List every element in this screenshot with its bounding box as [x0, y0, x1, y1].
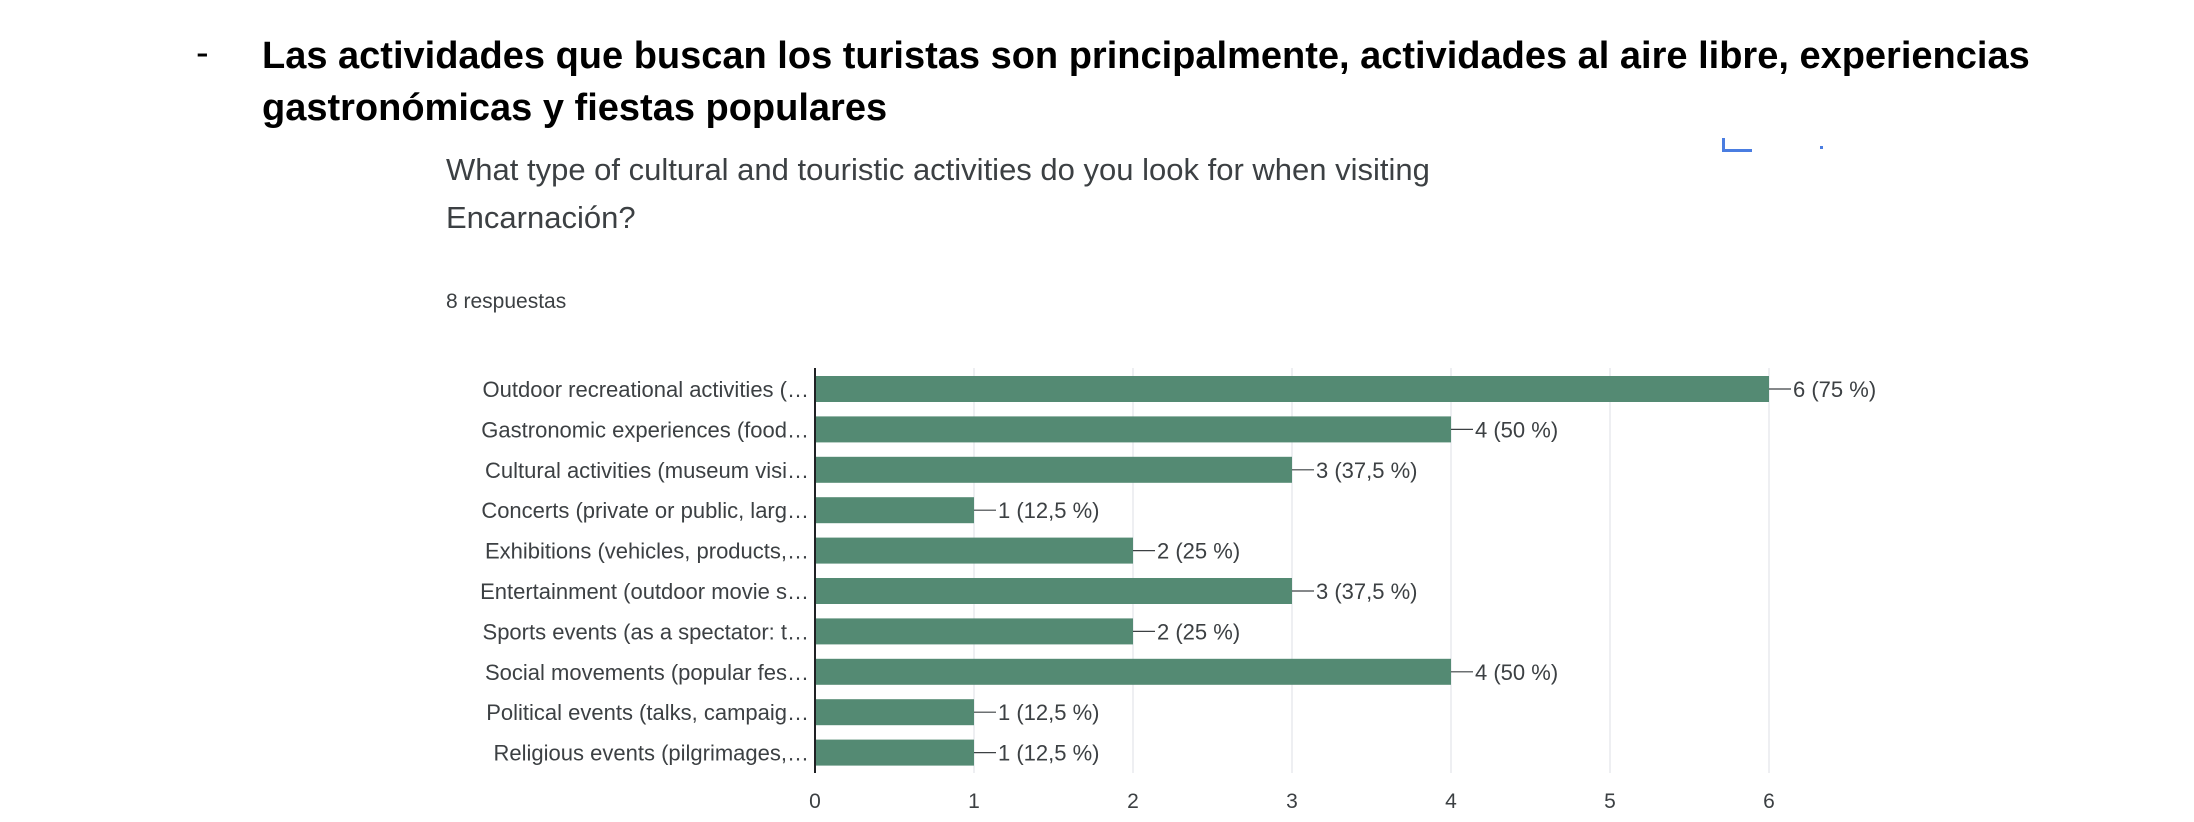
data-label: 2 (25 %) — [1157, 539, 1240, 564]
category-label: Cultural activities (museum visi… — [485, 458, 809, 483]
category-label: Entertainment (outdoor movie s… — [480, 579, 809, 604]
x-tick-label: 0 — [809, 790, 821, 813]
category-label: Outdoor recreational activities (… — [483, 377, 809, 402]
category-label: Political events (talks, campaig… — [486, 700, 809, 725]
bar — [815, 618, 1133, 645]
data-label: 4 (50 %) — [1475, 417, 1558, 442]
category-label: Religious events (pilgrimages,… — [494, 741, 809, 766]
bar — [815, 497, 974, 524]
response-count: 8 respuestas — [446, 290, 567, 313]
category-label: Concerts (private or public, larg… — [481, 498, 809, 523]
bar — [815, 658, 1451, 685]
more-options-icon[interactable] — [1820, 146, 1823, 149]
bullet-text: Las actividades que buscan los turistas … — [262, 35, 2030, 129]
question-title: What type of cultural and touristic acti… — [446, 152, 1430, 235]
bar — [815, 537, 1133, 564]
bullet-marker: - — [196, 32, 209, 74]
x-tick-label: 1 — [968, 790, 980, 813]
x-tick-label: 6 — [1763, 790, 1775, 813]
bar — [815, 416, 1451, 443]
data-label: 3 (37,5 %) — [1316, 458, 1418, 483]
data-label: 6 (75 %) — [1793, 377, 1876, 402]
bar — [815, 376, 1769, 402]
copy-chart-icon[interactable] — [1722, 138, 1752, 152]
x-tick-label: 3 — [1286, 790, 1298, 813]
data-label: 1 (12,5 %) — [998, 498, 1100, 523]
bar — [815, 699, 974, 726]
data-label: 1 (12,5 %) — [998, 741, 1100, 766]
bar — [815, 739, 974, 766]
data-label: 4 (50 %) — [1475, 660, 1558, 685]
category-label: Exhibitions (vehicles, products,… — [485, 539, 809, 564]
category-label: Social movements (popular fes… — [485, 660, 809, 685]
x-tick-label: 5 — [1604, 790, 1616, 813]
data-label: 2 (25 %) — [1157, 619, 1240, 644]
x-tick-label: 4 — [1445, 790, 1457, 813]
data-label: 3 (37,5 %) — [1316, 579, 1418, 604]
x-tick-label: 2 — [1127, 790, 1139, 813]
data-label: 1 (12,5 %) — [998, 700, 1100, 725]
category-label: Sports events (as a spectator: t… — [483, 619, 809, 644]
bar — [815, 578, 1292, 604]
category-label: Gastronomic experiences (food… — [481, 417, 809, 442]
bar — [815, 456, 1292, 483]
